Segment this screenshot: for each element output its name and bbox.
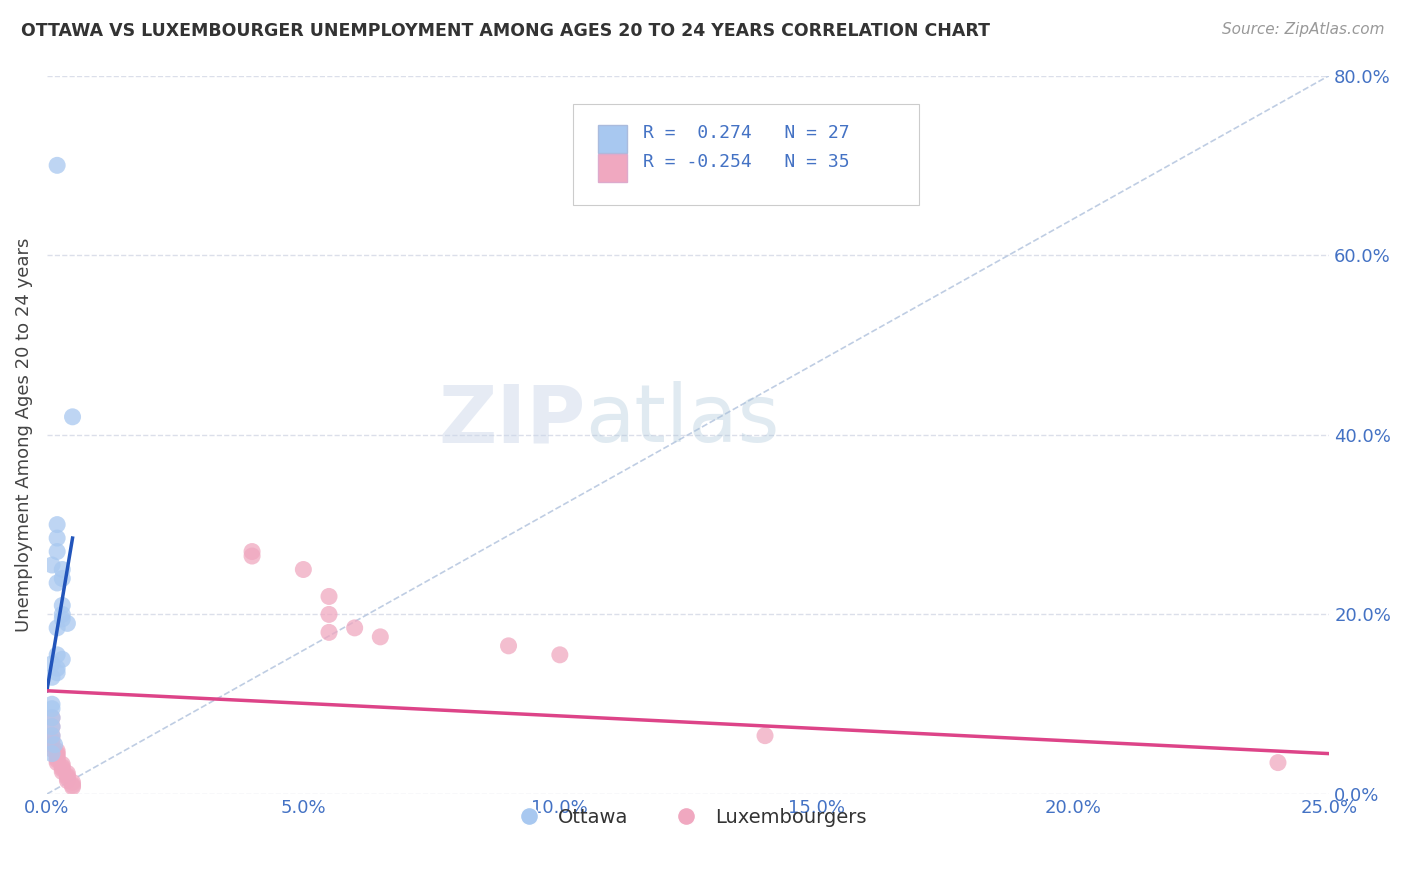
Point [51,764,73,779]
Y-axis label: Unemployment Among Ages 20 to 24 years: Unemployment Among Ages 20 to 24 years [15,237,32,632]
Point [41,747,63,761]
Point [41,729,63,743]
Point [62,778,84,792]
Point [343,621,366,635]
Point [41,738,63,752]
Point [41,670,63,684]
Point [51,607,73,622]
Point [240,549,263,563]
Point [498,639,520,653]
Text: atlas: atlas [585,382,780,459]
Text: Source: ZipAtlas.com: Source: ZipAtlas.com [1222,22,1385,37]
Point [41,720,63,734]
Point [51,612,73,626]
Point [56,769,79,783]
Point [41,720,63,734]
Text: OTTAWA VS LUXEMBOURGER UNEMPLOYMENT AMONG AGES 20 TO 24 YEARS CORRELATION CHART: OTTAWA VS LUXEMBOURGER UNEMPLOYMENT AMON… [21,22,990,40]
Point [41,702,63,716]
Bar [599,154,627,181]
Point [51,757,73,772]
Point [46,744,69,758]
FancyBboxPatch shape [572,104,920,205]
Point [46,576,69,591]
Point [754,729,776,743]
Point [41,657,63,671]
Point [46,648,69,662]
Bar [599,125,627,153]
Point [51,760,73,774]
Point [51,562,73,576]
Point [240,544,263,558]
Point [41,711,63,725]
Point [46,748,69,763]
Point [41,558,63,572]
Point [62,780,84,794]
Point [46,158,69,172]
Legend: Ottawa, Luxembourgers: Ottawa, Luxembourgers [502,800,875,835]
Point [548,648,571,662]
Point [41,711,63,725]
Point [292,562,315,576]
Point [46,751,69,765]
Point [62,409,84,424]
Point [51,599,73,613]
Point [46,517,69,532]
Point [41,697,63,711]
Point [62,775,84,789]
Point [46,756,69,770]
Point [56,766,79,780]
Point [51,652,73,666]
Point [1267,756,1289,770]
Point [46,747,69,761]
Point [368,630,391,644]
Point [46,544,69,558]
Point [46,665,69,680]
Text: R = -0.254   N = 35: R = -0.254 N = 35 [643,153,849,170]
Point [56,773,79,788]
Point [56,616,79,631]
Point [41,733,63,747]
Point [46,661,69,675]
Point [56,771,79,785]
Point [41,742,63,756]
Point [318,607,340,622]
Text: ZIP: ZIP [439,382,585,459]
Point [51,762,73,776]
Point [46,621,69,635]
Point [51,572,73,586]
Text: R =  0.274   N = 27: R = 0.274 N = 27 [643,124,849,142]
Point [41,729,63,743]
Point [46,531,69,545]
Point [318,590,340,604]
Point [318,625,340,640]
Point [44,738,66,752]
Point [46,753,69,767]
